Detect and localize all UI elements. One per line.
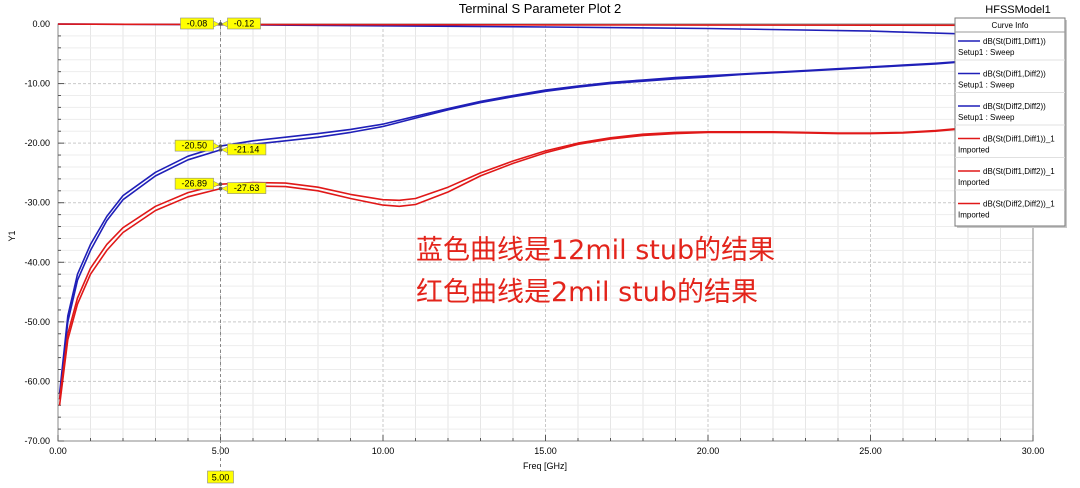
legend-entry-name: dB(St(Diff1,Diff2))	[983, 70, 1046, 79]
y-tick-label: -10.00	[24, 79, 50, 89]
y-tick-label: -70.00	[24, 436, 50, 446]
series-red-diff1-diff2	[58, 120, 1034, 400]
legend-entry-source: Setup1 : Sweep	[958, 113, 1015, 122]
y-tick-label: -60.00	[24, 376, 50, 386]
marker-value-text: -20.50	[182, 141, 208, 151]
legend-entry-name: dB(St(Diff2,Diff2))_1	[983, 200, 1055, 209]
series-blue-diff1-diff2	[58, 56, 1034, 394]
legend-entry: dB(St(Diff1,Diff1)) Setup1 : Sweep	[955, 37, 1065, 61]
legend-entry-source: Setup1 : Sweep	[958, 48, 1015, 57]
legend-entry-name: dB(St(Diff1,Diff1))_1	[983, 135, 1055, 144]
legend-entry: dB(St(Diff1,Diff2)) Setup1 : Sweep	[955, 70, 1065, 93]
legend-entry: dB(St(Diff2,Diff2)) Setup1 : Sweep	[955, 102, 1065, 126]
marker-pointer	[213, 20, 221, 28]
marker-value-text: -21.14	[234, 144, 260, 154]
marker-value-label: -20.50	[174, 139, 223, 152]
x-tick-label: 5.00	[212, 446, 230, 456]
legend-entry-source: Setup1 : Sweep	[958, 81, 1015, 90]
marker-pointer	[220, 146, 228, 154]
marker-x-label: 5.00	[207, 470, 234, 484]
marker-value-text: -26.89	[182, 179, 208, 189]
marker-x-label-box	[207, 470, 234, 484]
x-tick-label: 30.00	[1022, 446, 1045, 456]
legend-entry: dB(St(Diff1,Diff1))_1 Imported	[955, 135, 1065, 158]
legend-entry-name: dB(St(Diff1,Diff1))	[983, 37, 1046, 46]
x-tick-label: 10.00	[372, 446, 395, 456]
legend-entry-source: Imported	[958, 211, 990, 220]
marker-value-text: -0.08	[187, 19, 208, 29]
y-tick-label: -20.00	[24, 138, 50, 148]
marker-pointer	[213, 142, 221, 150]
y-tick-label: -30.00	[24, 198, 50, 208]
legend: Curve Info dB(St(Diff1,Diff1)) Setup1 : Sw…	[954, 17, 1067, 228]
annotation-red-note: 红色曲线是2mil stub的结果	[416, 277, 758, 308]
x-axis-label: Freq [GHz]	[523, 461, 567, 471]
marker-value-label: -21.14	[218, 143, 267, 156]
y-tick-label: -50.00	[24, 317, 50, 327]
marker-value-text: -27.63	[234, 183, 260, 193]
marker-point	[218, 182, 223, 186]
marker-point	[218, 186, 223, 191]
marker-point	[218, 22, 223, 26]
annotation-blue-note: 蓝色曲线是12mil stub的结果	[416, 235, 775, 266]
y-axis-label: Y1	[7, 230, 17, 241]
marker-value-label: -26.89	[174, 177, 223, 190]
legend-entry-source: Imported	[958, 146, 990, 155]
legend-entry: dB(St(Diff1,Diff2))_1 Imported	[955, 167, 1065, 191]
legend-title: Curve Info	[992, 21, 1029, 30]
marker-pointer	[220, 185, 228, 193]
legend-entry-name: dB(St(Diff1,Diff2))_1	[983, 167, 1055, 176]
x-tick-label: 0.00	[49, 446, 67, 456]
x-tick-label: 20.00	[697, 446, 720, 456]
marker-pointer	[213, 180, 221, 188]
marker-point	[218, 144, 223, 148]
legend-entry-name: dB(St(Diff2,Diff2))	[983, 102, 1046, 111]
marker-value-label: -27.63	[218, 182, 267, 194]
marker-value-label: -0.12	[218, 17, 261, 30]
chart-title: Terminal S Parameter Plot 2	[459, 1, 622, 16]
marker-x-label-text: 5.00	[212, 473, 230, 483]
marker-value-text: -0.12	[234, 19, 255, 29]
y-tick-label: 0.00	[32, 19, 50, 29]
plot-area: 0.00 5.00 10.00 15.00 20.00 25.00 30.00 0.00 -10…	[24, 17, 1045, 484]
model-label: HFSSModel1	[985, 4, 1050, 16]
legend-entry-source: Imported	[958, 178, 990, 187]
y-tick-label: -40.00	[24, 257, 50, 267]
legend-box	[954, 17, 1066, 227]
marker-point	[218, 148, 223, 152]
x-tick-label: 15.00	[534, 446, 557, 456]
x-tick-label: 25.00	[859, 446, 882, 456]
marker-pointer	[220, 20, 228, 28]
legend-entry: dB(St(Diff2,Diff2))_1 Imported	[958, 200, 1055, 220]
